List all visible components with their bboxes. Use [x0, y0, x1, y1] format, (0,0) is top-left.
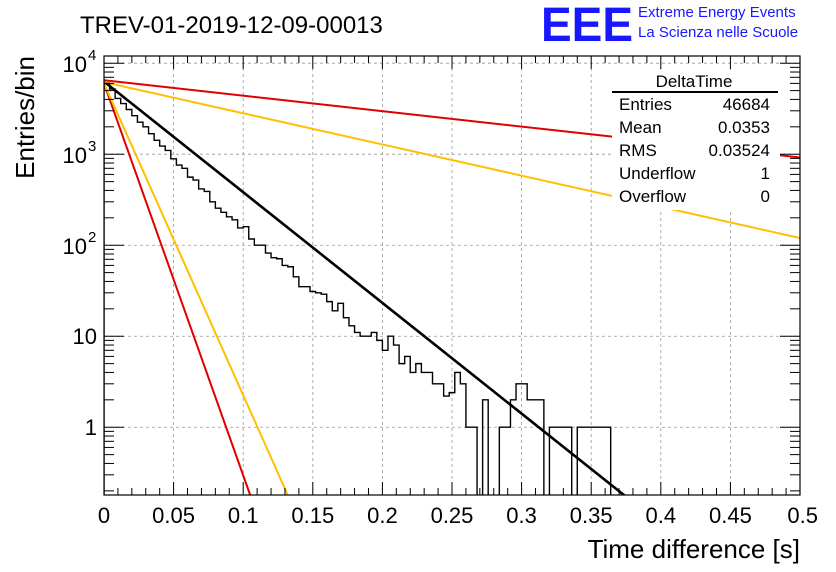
y-tick-exponent: 4	[88, 47, 96, 64]
histogram	[104, 82, 612, 495]
stats-title: DeltaTime	[656, 72, 733, 91]
y-tick-base: 10	[63, 52, 87, 77]
series-line-red-steep	[104, 83, 252, 495]
x-tick-label: 0.5	[787, 503, 818, 528]
x-tick-label: 0.05	[152, 503, 195, 528]
stats-label: Overflow	[619, 187, 687, 206]
y-tick-base: 10	[63, 234, 87, 259]
stats-value: 0	[761, 187, 770, 206]
y-tick-label: 1	[85, 415, 97, 440]
stats-label: Underflow	[619, 164, 696, 183]
x-tick-label: 0.4	[646, 503, 677, 528]
x-tick-label: 0.3	[506, 503, 537, 528]
logo-line1: Extreme Energy Events	[638, 4, 796, 21]
y-tick-base: 10	[63, 143, 87, 168]
x-tick-label: 0.25	[431, 503, 474, 528]
logo-letters: EEE	[541, 0, 633, 52]
y-tick-exponent: 2	[88, 229, 96, 246]
y-tick-label: 10 2	[63, 229, 97, 259]
series-line-orange-shallow	[104, 81, 800, 239]
x-tick-label: 0.2	[367, 503, 398, 528]
stats-label: Entries	[619, 95, 672, 114]
fit-lines	[104, 79, 800, 495]
stats-label: Mean	[619, 118, 662, 137]
y-tick-exponent: 3	[88, 138, 96, 155]
histogram-outline	[104, 82, 612, 495]
x-tick-label: 0	[98, 503, 110, 528]
series-line-fit	[104, 80, 626, 495]
eee-logo: EEE Extreme Energy Events La Scienza nel…	[541, 0, 798, 52]
y-tick-label: 10	[73, 324, 97, 349]
x-tick-label: 0.15	[291, 503, 334, 528]
y-tick-label: 10 3	[63, 138, 97, 168]
x-tick-label: 0.45	[709, 503, 752, 528]
x-tick-labels: 0 0.05 0.1 0.15 0.2 0.25 0.3 0.35 0.4 0.45 0.5	[98, 503, 818, 528]
run-title: TREV-01-2019-12-09-00013	[80, 12, 383, 39]
stats-value: 0.0353	[718, 118, 770, 137]
axis-ticks	[103, 56, 801, 495]
stats-value: 46684	[723, 95, 770, 114]
stats-value: 0.03524	[709, 141, 770, 160]
series-line-orange-steep	[104, 82, 289, 495]
x-tick-label: 0.1	[228, 503, 259, 528]
y-axis-title: Entries/bin	[10, 56, 40, 179]
stats-value: 1	[761, 164, 770, 183]
stats-label: RMS	[619, 141, 657, 160]
x-axis-title: Time difference [s]	[588, 534, 800, 564]
x-tick-label: 0.35	[570, 503, 613, 528]
stats-box: DeltaTime Entries 46684 Mean 0.0353 RMS 0.035…	[612, 70, 780, 210]
logo-line2: La Scienza nelle Scuole	[638, 24, 798, 41]
y-tick-label: 10 4	[63, 47, 97, 77]
